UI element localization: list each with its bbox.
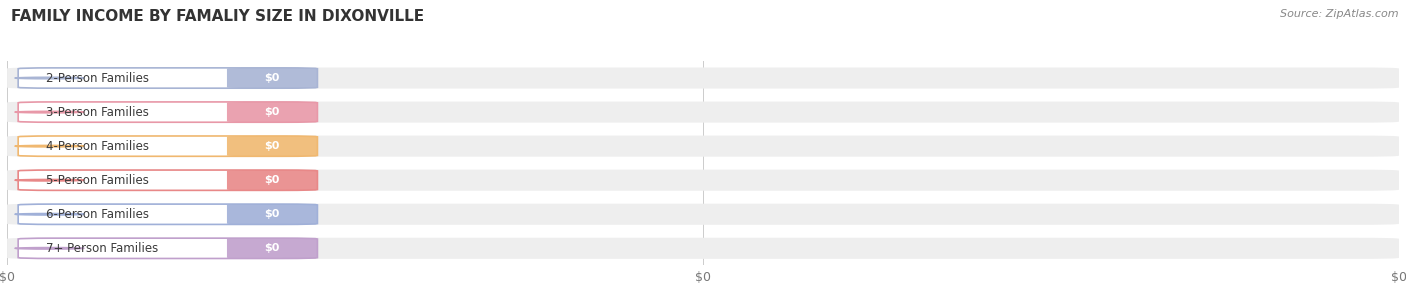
FancyBboxPatch shape bbox=[7, 67, 1399, 88]
FancyBboxPatch shape bbox=[7, 102, 1399, 123]
Text: Source: ZipAtlas.com: Source: ZipAtlas.com bbox=[1281, 9, 1399, 19]
FancyBboxPatch shape bbox=[226, 136, 318, 156]
FancyBboxPatch shape bbox=[18, 102, 318, 122]
Text: 5-Person Families: 5-Person Families bbox=[46, 174, 149, 187]
Text: 4-Person Families: 4-Person Families bbox=[46, 140, 149, 152]
FancyBboxPatch shape bbox=[18, 68, 318, 88]
FancyBboxPatch shape bbox=[226, 204, 318, 224]
Text: FAMILY INCOME BY FAMALIY SIZE IN DIXONVILLE: FAMILY INCOME BY FAMALIY SIZE IN DIXONVI… bbox=[11, 9, 425, 24]
Text: $0: $0 bbox=[264, 243, 280, 253]
Text: $0: $0 bbox=[264, 107, 280, 117]
FancyBboxPatch shape bbox=[7, 136, 1399, 157]
Text: $0: $0 bbox=[264, 73, 280, 83]
FancyBboxPatch shape bbox=[7, 238, 1399, 259]
FancyBboxPatch shape bbox=[18, 136, 318, 156]
Circle shape bbox=[14, 111, 84, 113]
FancyBboxPatch shape bbox=[226, 102, 318, 122]
Text: 6-Person Families: 6-Person Families bbox=[46, 208, 149, 221]
Circle shape bbox=[14, 179, 84, 181]
FancyBboxPatch shape bbox=[18, 170, 318, 190]
Text: $0: $0 bbox=[264, 175, 280, 185]
Circle shape bbox=[14, 145, 84, 147]
FancyBboxPatch shape bbox=[226, 68, 318, 88]
Circle shape bbox=[14, 214, 84, 215]
Text: 3-Person Families: 3-Person Families bbox=[46, 106, 149, 119]
Text: $0: $0 bbox=[264, 209, 280, 219]
Text: 7+ Person Families: 7+ Person Families bbox=[46, 242, 159, 255]
Circle shape bbox=[14, 247, 84, 249]
FancyBboxPatch shape bbox=[226, 238, 318, 258]
FancyBboxPatch shape bbox=[226, 170, 318, 190]
Circle shape bbox=[14, 77, 84, 79]
FancyBboxPatch shape bbox=[18, 238, 318, 258]
FancyBboxPatch shape bbox=[7, 204, 1399, 225]
Text: 2-Person Families: 2-Person Families bbox=[46, 72, 149, 84]
FancyBboxPatch shape bbox=[18, 204, 318, 224]
FancyBboxPatch shape bbox=[7, 170, 1399, 191]
Text: $0: $0 bbox=[264, 141, 280, 151]
